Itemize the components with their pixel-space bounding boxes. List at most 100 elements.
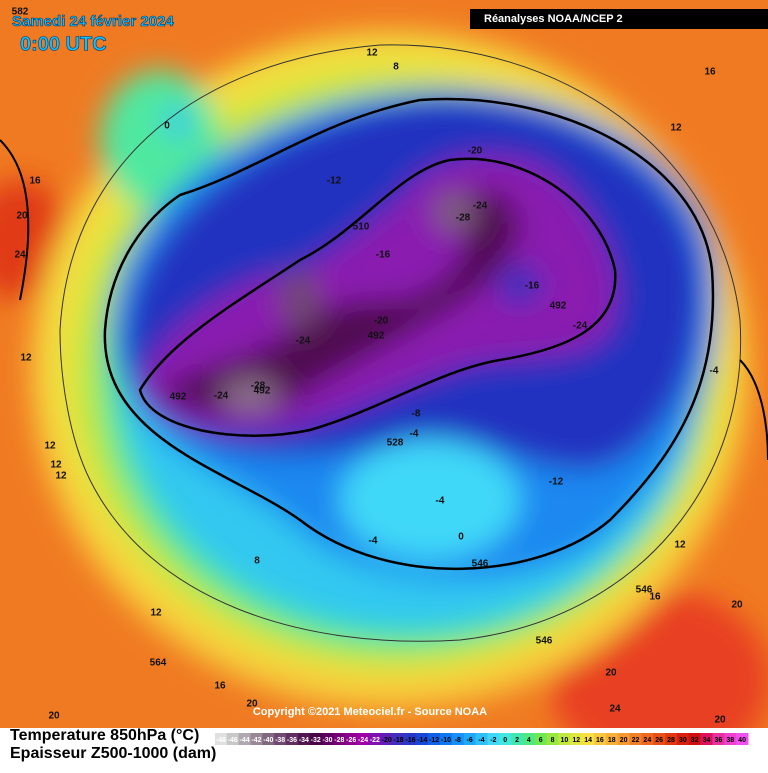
legend-swatch	[629, 733, 642, 745]
legend-swatch	[368, 733, 382, 745]
legend-swatch	[215, 733, 228, 745]
legend-swatch	[736, 733, 749, 745]
map-label: 564	[150, 658, 167, 669]
legend-swatch	[546, 733, 559, 745]
legend-label: -20	[382, 737, 392, 744]
legend-label: 0	[503, 737, 507, 744]
legend-label: -44	[240, 737, 250, 744]
map-label: 12	[670, 123, 682, 134]
map-label: 16	[29, 176, 41, 187]
map-label: 12	[366, 48, 378, 59]
legend-swatch	[712, 733, 725, 745]
map-label: -4	[710, 366, 719, 377]
legend-swatch	[451, 733, 465, 745]
map-label: -12	[327, 176, 342, 187]
legend-label: -4	[478, 737, 484, 744]
map-label: 12	[55, 471, 67, 482]
map-label: 0	[458, 532, 464, 543]
legend-label: 28	[667, 737, 675, 744]
map-label: 8	[254, 556, 260, 567]
legend-label: 24	[643, 737, 651, 744]
legend-swatch	[416, 733, 429, 745]
legend-label: 22	[632, 737, 640, 744]
legend-swatch	[487, 733, 500, 745]
legend-swatch	[499, 733, 512, 745]
map-label: 546	[536, 636, 553, 647]
map-label: 492	[550, 301, 567, 312]
legend-swatch	[724, 733, 737, 745]
temperature-field	[0, 30, 768, 770]
legend-swatch	[665, 733, 678, 745]
map-label: 20	[714, 715, 726, 726]
map-label: 16	[704, 67, 716, 78]
legend-label: -6	[467, 737, 473, 744]
legend-label: 12	[572, 737, 580, 744]
legend-swatch	[226, 733, 240, 745]
legend-swatch	[321, 733, 334, 745]
legend-label: 32	[691, 737, 699, 744]
legend-label: 34	[703, 737, 711, 744]
legend-label: 40	[738, 737, 746, 744]
map-label: -16	[376, 250, 391, 261]
legend-swatch	[688, 733, 702, 745]
legend-swatch	[380, 733, 394, 745]
legend-swatch	[357, 733, 370, 745]
legend-label: 10	[561, 737, 569, 744]
legend-swatch	[262, 733, 275, 745]
legend-swatch	[345, 733, 358, 745]
map-label: 12	[50, 460, 62, 471]
map-label: 24	[609, 704, 621, 715]
legend-swatch	[238, 733, 252, 745]
legend-label: -16	[405, 737, 415, 744]
legend-label: -14	[417, 737, 427, 744]
legend-swatch	[297, 733, 311, 745]
legend-label: -42	[251, 737, 261, 744]
map-label: -24	[473, 201, 488, 212]
legend-label: -8	[455, 737, 461, 744]
legend-swatch	[582, 733, 595, 745]
map-label: 492	[368, 331, 385, 342]
legend-label: -40	[263, 737, 273, 744]
map-label: 8	[393, 62, 399, 73]
map-label: 20	[16, 211, 28, 222]
map-label: -20	[468, 146, 483, 157]
legend-swatch	[428, 733, 441, 745]
map-label: -24	[214, 391, 229, 402]
legend-label: 4	[527, 737, 531, 744]
legend-label: -36	[287, 737, 297, 744]
legend-swatch	[309, 733, 323, 745]
legend-swatch	[617, 733, 631, 745]
legend-label: 18	[608, 737, 616, 744]
legend-swatch	[511, 733, 524, 745]
legend-label: -2	[490, 737, 496, 744]
legend-label: -46	[228, 737, 238, 744]
time: 0:00 UTC	[20, 33, 107, 55]
legend-label: -48	[216, 737, 226, 744]
legend-swatch	[676, 733, 690, 745]
legend-swatch	[274, 733, 287, 745]
legend-label: -32	[311, 737, 321, 744]
legend-label: 20	[620, 737, 628, 744]
legend-label: -10	[441, 737, 451, 744]
map-label: -24	[296, 336, 311, 347]
map-label: -4	[410, 429, 419, 440]
map-label: 12	[20, 353, 32, 364]
legend-subtitle: Epaisseur Z500-1000 (dam)	[10, 745, 216, 762]
legend-label: 8	[551, 737, 555, 744]
legend-swatch	[404, 733, 417, 745]
map-label: -8	[412, 409, 421, 420]
map-label: 20	[731, 600, 743, 611]
legend-label: -12	[429, 737, 439, 744]
legend-label: -30	[322, 737, 332, 744]
map-label: -20	[374, 316, 389, 327]
legend-label: -28	[334, 737, 344, 744]
map-label: -28	[456, 213, 471, 224]
legend-swatch	[570, 733, 583, 745]
source-text: Réanalyses NOAA/NCEP 2	[484, 13, 623, 25]
legend-label: 14	[584, 737, 592, 744]
map-label: 16	[214, 681, 226, 692]
copyright: Copyright ©2021 Meteociel.fr - Source NO…	[253, 706, 487, 718]
legend-swatch	[522, 733, 536, 745]
legend-label: 2	[515, 737, 519, 744]
map-label: 546	[636, 585, 653, 596]
